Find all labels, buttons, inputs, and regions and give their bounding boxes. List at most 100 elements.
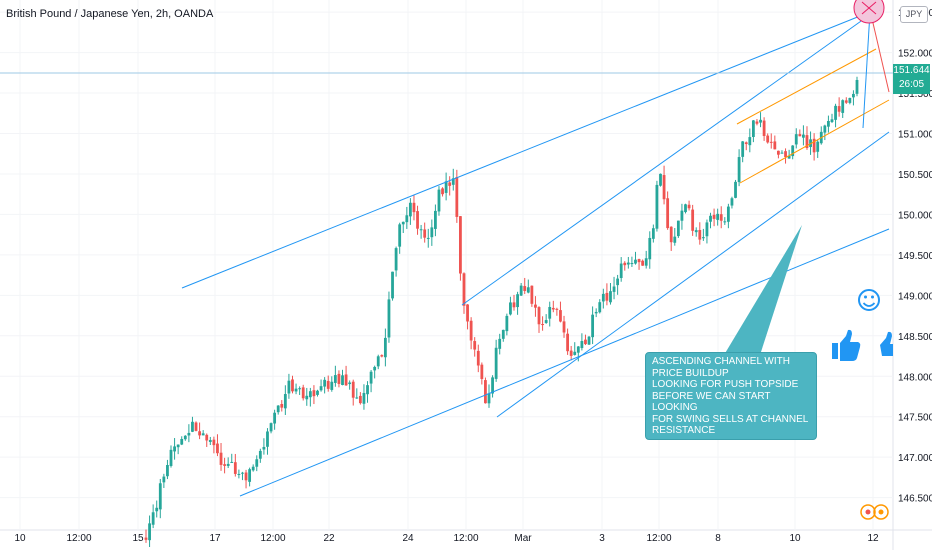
candle [841, 99, 845, 118]
candle [691, 204, 695, 236]
candle [673, 227, 677, 246]
smiley-icon[interactable] [858, 289, 880, 311]
x-tick-label: 3 [599, 533, 605, 544]
y-tick-label: 152.000 [898, 49, 932, 60]
projection-line [862, 11, 871, 129]
candle [701, 228, 705, 241]
candle [791, 145, 795, 160]
candle [198, 422, 201, 440]
candle [641, 259, 645, 266]
candle [358, 392, 362, 405]
candle [276, 405, 280, 415]
candle [848, 97, 852, 105]
thumbs-up-icon[interactable] [832, 329, 861, 361]
candle [651, 224, 655, 243]
candle [473, 337, 477, 357]
candle [523, 277, 527, 295]
annotation-callout[interactable]: ASCENDING CHANNEL WITH PRICE BUILDUP LOO… [645, 352, 817, 440]
candle [505, 313, 509, 336]
candle [491, 375, 494, 398]
candle [780, 150, 784, 154]
candle [233, 453, 237, 477]
candle [637, 258, 641, 270]
candle [401, 221, 405, 234]
candle [387, 291, 391, 343]
candle [487, 384, 491, 408]
candle [694, 227, 698, 237]
candle [623, 261, 627, 271]
candle [684, 203, 687, 214]
candle [827, 115, 830, 133]
candle [630, 256, 634, 267]
candle [316, 389, 319, 397]
candle [598, 299, 602, 314]
candle [844, 97, 848, 104]
candle [855, 76, 859, 97]
alert-icons[interactable] [860, 504, 889, 520]
candle [537, 306, 541, 333]
candles [144, 76, 859, 548]
candle [430, 219, 434, 246]
candle [355, 388, 359, 399]
candle [273, 409, 277, 430]
candle [748, 128, 752, 153]
candle [548, 301, 552, 327]
candle [369, 370, 373, 393]
candle [605, 283, 609, 306]
candle [662, 165, 666, 205]
x-tick-label: 24 [402, 533, 414, 544]
candle [712, 208, 716, 227]
candle [283, 385, 287, 415]
candle [373, 365, 377, 379]
candle [151, 504, 155, 529]
candle [816, 139, 820, 158]
candle [580, 333, 584, 351]
candle [498, 333, 502, 355]
x-tick-label: 10 [789, 533, 801, 544]
candle [819, 126, 823, 145]
candle [348, 380, 352, 390]
candle [319, 379, 323, 392]
candle [437, 186, 441, 216]
candle [241, 471, 244, 481]
candle [512, 294, 516, 311]
candle [308, 387, 312, 407]
candle [287, 373, 291, 399]
candle [519, 282, 523, 296]
time-axis[interactable]: 10 12:00 15 17 12:00 22 24 12:00 Mar 3 12:00 8 10 12 [14, 533, 879, 544]
candle [294, 383, 298, 395]
candle [769, 133, 773, 149]
candle [291, 375, 294, 394]
candle [258, 448, 262, 463]
candle [298, 386, 302, 395]
candle [787, 149, 791, 159]
currency-badge[interactable]: JPY [900, 6, 928, 23]
candle [262, 438, 266, 455]
candle [412, 195, 416, 221]
current-price-tag: 151.644 26:05 [893, 64, 930, 94]
candle [812, 133, 816, 161]
candle [544, 314, 548, 324]
candle [148, 515, 151, 548]
candle [584, 334, 587, 346]
x-tick-label: 12 [867, 533, 879, 544]
candle [705, 219, 709, 244]
candle [405, 206, 409, 229]
candle [408, 198, 412, 225]
candle [530, 285, 534, 307]
candle [562, 315, 566, 338]
candle [626, 256, 630, 269]
x-tick-label: 17 [209, 533, 221, 544]
candle [208, 436, 212, 445]
candle [616, 274, 620, 295]
thumbs-up-icon[interactable] [880, 331, 893, 356]
candle [726, 203, 730, 229]
candle [301, 384, 305, 401]
projection-red-line [869, 9, 890, 93]
inner-lower-line [496, 131, 890, 418]
candle [534, 296, 537, 317]
x-tick-label: 10 [14, 533, 26, 544]
chart-title: British Pound / Japanese Yen, 2h, OANDA [6, 8, 214, 20]
candle [634, 251, 637, 265]
